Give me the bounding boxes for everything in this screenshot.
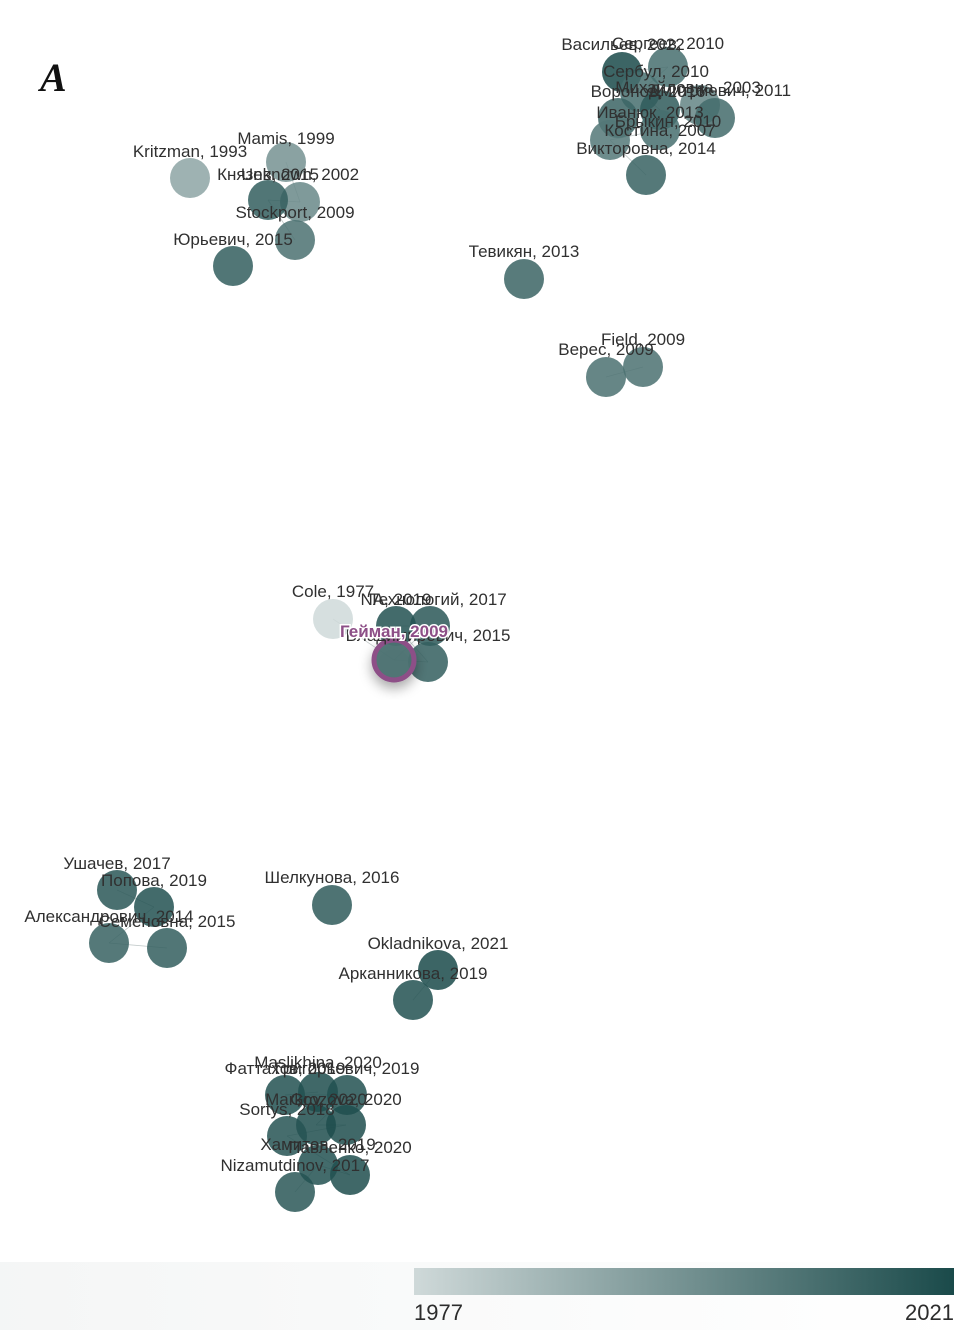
node-nizamutdinov-2017[interactable] xyxy=(275,1172,315,1212)
legend-min-year: 1977 xyxy=(414,1300,463,1325)
year-color-legend: 1977 2021 xyxy=(0,1262,962,1330)
node-label: Markov, 2020 xyxy=(265,1090,367,1109)
node-label: Тевикян, 2013 xyxy=(469,242,580,261)
node-label: Владимирович, 2015 xyxy=(346,626,511,645)
node-label: Гейман, 2009 xyxy=(340,622,448,641)
node-kritzman-1993[interactable] xyxy=(170,158,210,198)
node-label: NA, 2019 xyxy=(361,590,432,609)
node-label: Дмитриевич, 2011 xyxy=(649,81,791,100)
node-юрьевич-2015[interactable] xyxy=(213,246,253,286)
node-label: Викторовна, 2014 xyxy=(576,139,716,158)
node-александрович-2014[interactable] xyxy=(89,923,129,963)
legend-gradient-bar xyxy=(414,1268,954,1295)
node-label: Okladnikova, 2021 xyxy=(368,934,509,953)
node-label: Maslikhina, 2020 xyxy=(254,1053,382,1072)
node-label: Костина, 2007 xyxy=(604,121,715,140)
node-сергеев-2010[interactable] xyxy=(648,47,688,87)
node-label: Шелкунова, 2016 xyxy=(265,868,400,887)
node-ушачев-2017[interactable] xyxy=(97,870,137,910)
node-label: Grozova, 2020 xyxy=(290,1090,402,1109)
node-label: Unknown, 2002 xyxy=(241,165,359,184)
node-label: Хамитов, 2019 xyxy=(260,1135,375,1154)
node-князев-2015[interactable] xyxy=(248,180,288,220)
node-дмитриевич-2011[interactable] xyxy=(695,98,735,138)
node-maslikhina-2020[interactable] xyxy=(298,1072,338,1112)
node-label: Технологий, 2017 xyxy=(369,590,507,609)
node-label: Попова, 2019 xyxy=(101,871,207,890)
node-фаттахов-2019[interactable] xyxy=(265,1075,305,1115)
node-label: Сербул, 2010 xyxy=(603,62,709,81)
node-владимирович-2015[interactable] xyxy=(408,642,448,682)
node-label: Воронов, 2016 xyxy=(591,82,706,101)
node-label: Фаттахов, 2019 xyxy=(225,1059,346,1078)
node-верес-2009[interactable] xyxy=(586,357,626,397)
node-grozova-2020[interactable] xyxy=(326,1105,366,1145)
node-павленко-2020[interactable] xyxy=(330,1155,370,1195)
node-брыкин-2010[interactable] xyxy=(640,110,680,150)
node-stockport-2009[interactable] xyxy=(275,220,315,260)
node-label: Верес, 2009 xyxy=(558,340,653,359)
node-label: Александрович, 2014 xyxy=(24,907,193,926)
node-label: Field, 2009 xyxy=(601,330,685,349)
node-григорьевич-2019[interactable] xyxy=(327,1075,367,1115)
node-okladnikova-2021[interactable] xyxy=(418,950,458,990)
node-тевикян-2013[interactable] xyxy=(504,259,544,299)
node-label: Sortys, 2018 xyxy=(239,1100,334,1119)
node-label: Брыкин, 2010 xyxy=(615,112,721,131)
node-label: Арканникова, 2019 xyxy=(339,964,488,983)
node-викторовна-2014[interactable] xyxy=(626,155,666,195)
node-семеновна-2015[interactable] xyxy=(147,928,187,968)
node-попова-2019[interactable] xyxy=(134,887,174,927)
node-label: Михайловна, 2003 xyxy=(615,78,761,97)
node-unknown-2002[interactable] xyxy=(280,182,320,222)
node-cole-1977[interactable] xyxy=(313,599,353,639)
panel-letter: A xyxy=(40,55,67,100)
node-label: Григорьевич, 2019 xyxy=(275,1059,420,1078)
node-label: Юрьевич, 2015 xyxy=(173,230,293,249)
node-mamis-1999[interactable] xyxy=(266,142,306,182)
node-технологий-2017[interactable] xyxy=(410,606,450,646)
node-sortys-2018[interactable] xyxy=(267,1116,307,1156)
node-label: Stockport, 2009 xyxy=(235,203,354,222)
node-арканникова-2019[interactable] xyxy=(393,980,433,1020)
node-label: Павленко, 2020 xyxy=(288,1138,411,1157)
node-label: Князев, 2015 xyxy=(217,165,319,184)
node-хамитов-2019[interactable] xyxy=(298,1145,338,1185)
node-label: Kritzman, 1993 xyxy=(133,142,247,161)
node-label: Иванюк, 2013 xyxy=(596,103,703,122)
node-шелкунова-2016[interactable] xyxy=(312,885,352,925)
selected-node-гейман-2009[interactable] xyxy=(371,637,417,683)
node-label: Mamis, 1999 xyxy=(237,129,334,148)
node-label: Cole, 1977 xyxy=(292,582,374,601)
node-field-2009[interactable] xyxy=(623,347,663,387)
node-label: Семеновна, 2015 xyxy=(99,912,236,931)
node-label: Nizamutdinov, 2017 xyxy=(221,1156,370,1175)
node-label: Ушачев, 2017 xyxy=(63,854,170,873)
nodes-layer xyxy=(89,47,735,1212)
node-костина-2007[interactable] xyxy=(590,120,630,160)
legend-max-year: 2021 xyxy=(905,1300,954,1325)
node-label: Сергеев, 2010 xyxy=(612,34,724,53)
node-na-2019[interactable] xyxy=(376,606,416,646)
node-label: Васильев, 2022 xyxy=(561,35,684,54)
